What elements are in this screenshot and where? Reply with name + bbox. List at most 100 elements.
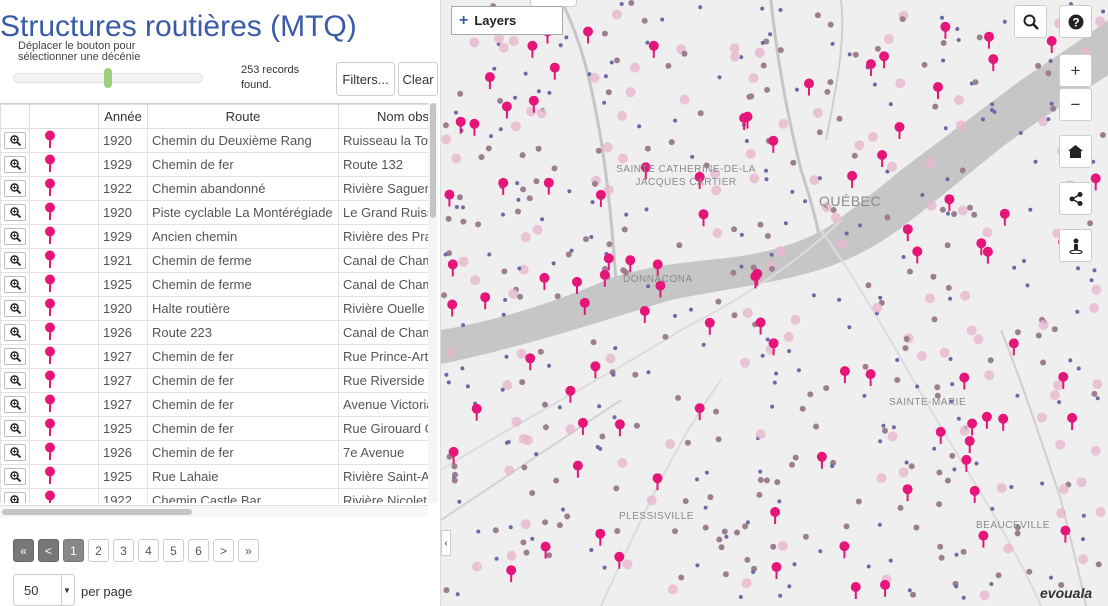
map-dot-marker[interactable] [492,66,497,71]
map-dot-marker[interactable] [451,153,462,164]
map-dot-marker[interactable] [515,208,521,215]
map-dot-marker[interactable] [987,357,994,364]
map-dot-marker[interactable] [778,118,789,129]
map-dot-marker[interactable] [516,348,527,359]
map-dot-marker[interactable] [972,79,979,86]
map-dot-marker[interactable] [689,307,693,312]
map-dot-marker[interactable] [667,584,678,595]
map-dot-marker[interactable] [748,73,759,84]
map-dot-marker[interactable] [498,127,503,132]
map-dot-marker[interactable] [955,120,966,131]
map-dot-marker[interactable] [1095,16,1106,27]
map-dot-marker[interactable] [442,122,449,129]
map-dot-marker[interactable] [676,242,683,249]
map-dot-marker[interactable] [698,5,703,10]
map-dot-marker[interactable] [769,252,774,257]
map-dot-marker[interactable] [1091,159,1096,164]
map-pin-marker[interactable] [879,51,890,69]
column-header[interactable] [0,104,30,129]
map-dot-marker[interactable] [564,35,569,40]
map-dot-marker[interactable] [811,293,816,298]
map-dot-marker[interactable] [711,185,722,196]
map-dot-marker[interactable] [513,95,518,100]
map-dot-marker[interactable] [1050,105,1057,112]
map-dot-marker[interactable] [961,595,966,600]
map-dot-marker[interactable] [646,495,657,506]
map-pin-marker[interactable] [540,541,551,559]
map-dot-marker[interactable] [644,207,649,212]
map-search-button[interactable] [1014,5,1047,38]
map-pin-marker[interactable] [959,372,970,390]
map-dot-marker[interactable] [478,154,485,161]
map-pin-marker[interactable] [940,21,951,39]
map-dot-marker[interactable] [774,479,781,486]
map-pin-marker[interactable] [648,40,659,58]
map-dot-marker[interactable] [535,145,542,152]
map-dot-marker[interactable] [787,349,792,354]
table-row[interactable]: 1927 Chemin de fer Rue Riverside [0,368,428,393]
map-dot-marker[interactable] [937,543,944,550]
map-dot-marker[interactable] [837,297,842,302]
map-dot-marker[interactable] [792,454,799,461]
map-pin-marker[interactable] [694,403,705,421]
table-row[interactable]: 1920 Piste cyclable La Montérégiade Le Gra… [0,200,428,225]
map-dot-marker[interactable] [518,433,529,444]
map-dot-marker[interactable] [730,269,737,276]
map-dot-marker[interactable] [715,298,722,305]
map-dot-marker[interactable] [902,345,909,352]
map-dot-marker[interactable] [592,180,598,187]
map-pin-marker[interactable] [506,565,517,583]
map-dot-marker[interactable] [721,528,728,535]
map-dot-marker[interactable] [851,152,858,159]
map-dot-marker[interactable] [465,384,470,389]
map-dot-marker[interactable] [672,528,678,535]
zoom-to-button[interactable] [4,300,26,318]
map-dot-marker[interactable] [925,293,935,304]
map-dot-marker[interactable] [764,233,771,239]
map-dot-marker[interactable] [451,463,458,470]
map-dot-marker[interactable] [460,366,465,371]
zoom-to-button[interactable] [4,156,26,174]
map-dot-marker[interactable] [1099,132,1106,138]
map-dot-marker[interactable] [734,529,740,536]
map-dot-marker[interactable] [948,357,953,361]
map-dot-marker[interactable] [778,593,783,598]
table-row[interactable]: 1927 Chemin de fer Avenue Victoria [0,392,428,417]
map-pin-marker[interactable] [640,162,651,180]
map-pin-marker[interactable] [447,259,458,277]
map-pin-marker[interactable] [933,82,943,99]
map-dot-marker[interactable] [976,34,983,41]
zoom-to-button[interactable] [4,396,26,414]
map-dot-marker[interactable] [763,38,770,45]
map-dot-marker[interactable] [954,95,965,106]
map-dot-marker[interactable] [679,94,690,105]
map-dot-marker[interactable] [551,261,556,266]
map-dot-marker[interactable] [742,523,749,530]
map-dot-marker[interactable] [518,264,529,275]
map-dot-marker[interactable] [910,591,917,598]
map-dot-marker[interactable] [633,422,640,429]
map-dot-marker[interactable] [487,252,492,257]
map-dot-marker[interactable] [920,193,925,197]
map-dot-marker[interactable] [603,74,608,79]
map-dot-marker[interactable] [497,97,504,104]
map-dot-marker[interactable] [1076,266,1080,271]
map-dot-marker[interactable] [739,264,744,269]
map-dot-marker[interactable] [775,246,786,257]
map-dot-marker[interactable] [1012,265,1017,270]
map-dot-marker[interactable] [930,273,937,280]
map-dot-marker[interactable] [844,231,849,236]
map-pin-marker[interactable] [652,473,663,491]
map-dot-marker[interactable] [556,522,563,529]
map-pin-marker[interactable] [572,276,582,294]
map-dot-marker[interactable] [847,52,852,57]
map-dot-marker[interactable] [510,121,521,132]
map-dot-marker[interactable] [606,241,613,248]
map-dot-marker[interactable] [457,90,464,97]
map-dot-marker[interactable] [508,36,519,46]
map-dot-marker[interactable] [836,115,843,122]
map-dot-marker[interactable] [936,469,943,476]
map-dot-marker[interactable] [451,477,458,484]
map-pin-marker[interactable] [525,353,536,371]
map-dot-marker[interactable] [865,282,872,289]
